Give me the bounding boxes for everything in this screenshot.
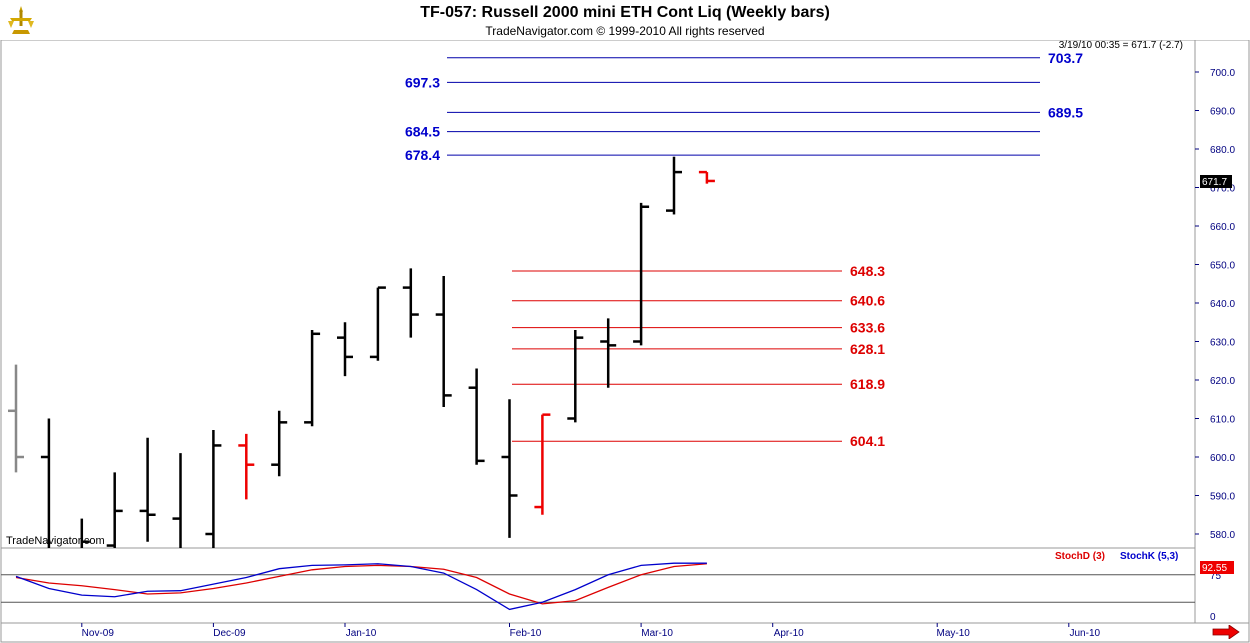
x-tick-label: Nov-09 <box>82 628 115 639</box>
ohlc-bar <box>238 433 255 500</box>
y-tick-label: 690.0 <box>1210 107 1235 118</box>
level-lines: 703.7 697.3 689.5 684.5 678.4 648.3 640.6 633.6… <box>405 50 1083 449</box>
ohlc-bar <box>106 472 123 548</box>
last-price-tag: 671.7 <box>1202 177 1227 188</box>
price-panel-frame <box>0 39 1196 549</box>
ohlc-bar <box>40 418 51 548</box>
scroll-right-arrow-icon[interactable] <box>1212 625 1240 639</box>
level-label: 697.3 <box>405 74 440 90</box>
quote-readout: 3/19/10 00:35 = 671.7 (-2.7) <box>1059 40 1183 51</box>
stoch-last-tag: 92.55 <box>1202 563 1227 574</box>
y-tick-label: 580.0 <box>1210 530 1235 541</box>
ohlc-bar <box>435 276 452 407</box>
x-tick-label: Apr-10 <box>774 628 804 639</box>
y-tick-label: 650.0 <box>1210 261 1235 272</box>
stoch-panel: 0 75 <box>1 562 1222 623</box>
right-axis-area <box>1194 39 1250 624</box>
y-tick-label: 670.0 <box>1210 184 1235 195</box>
level-label: 684.5 <box>405 124 440 140</box>
x-tick-label: Mar-10 <box>641 628 673 639</box>
y-tick-label: 590.0 <box>1210 492 1235 503</box>
stoch-k-legend: StochK (5,3) <box>1120 551 1178 562</box>
ohlc-bar <box>205 430 222 548</box>
ohlc-bar <box>402 268 419 338</box>
x-axis: Nov-09 Dec-09 Jan-10 Feb-10 Mar-10 Apr-10 May-… <box>81 623 1101 639</box>
y-tick-label: 610.0 <box>1210 415 1235 426</box>
x-tick-label: Jun-10 <box>1070 628 1101 639</box>
title-bar: TF-057: Russell 2000 mini ETH Cont Liq (… <box>0 0 1250 40</box>
ohlc-bar <box>600 318 617 388</box>
stoch-tick-label: 0 <box>1210 612 1216 623</box>
level-label: 628.1 <box>850 341 885 357</box>
trade-navigator-logo-icon <box>8 6 34 34</box>
y-tick-label: 620.0 <box>1210 376 1235 387</box>
stoch-panel-frame <box>0 547 1196 624</box>
y-tick-label: 630.0 <box>1210 338 1235 349</box>
ohlc-bar <box>172 453 182 548</box>
time-axis-area <box>0 622 1250 643</box>
ohlc-bar <box>8 364 24 473</box>
y-tick-label: 600.0 <box>1210 453 1235 464</box>
x-tick-label: Dec-09 <box>213 628 246 639</box>
y-tick-label: 700.0 <box>1210 68 1235 79</box>
y-tick-label: 640.0 <box>1210 299 1235 310</box>
chart-subtitle: TradeNavigator.com © 1999-2010 All right… <box>485 24 765 38</box>
ohlc-bar <box>271 410 288 477</box>
ohlc-bar <box>501 399 518 538</box>
ohlc-bar <box>304 329 321 427</box>
chart-title: TF-057: Russell 2000 mini ETH Cont Liq (… <box>420 4 830 21</box>
ohlc-bar <box>468 368 485 465</box>
stoch-d-line <box>15 563 707 605</box>
stoch-tick-label: 75 <box>1210 571 1222 582</box>
level-label: 633.6 <box>850 320 885 336</box>
ohlc-bar <box>139 437 156 542</box>
y-tick-label: 680.0 <box>1210 145 1235 156</box>
ohlc-bar <box>666 156 682 215</box>
ohlc-bar <box>698 170 715 184</box>
y-tick-label: 660.0 <box>1210 222 1235 233</box>
ohlc-bar <box>567 329 584 423</box>
stoch-last-tag-bg <box>1200 561 1234 574</box>
level-label: 689.5 <box>1048 104 1083 120</box>
x-tick-label: Feb-10 <box>510 628 542 639</box>
y-axis: 580.0 590.0 600.0 610.0 620.0 630.0 640.0 650.0… <box>1195 68 1235 541</box>
ohlc-bar <box>633 202 650 346</box>
ohlc-bar <box>534 413 551 515</box>
level-label: 640.6 <box>850 293 885 309</box>
level-label: 648.3 <box>850 263 885 279</box>
watermark: TradeNavigator.com <box>6 535 105 547</box>
stoch-k-line <box>15 562 707 611</box>
x-tick-label: Jan-10 <box>346 628 377 639</box>
last-price-tag-bg <box>1200 175 1232 188</box>
ohlc-bar <box>80 518 90 548</box>
level-label: 604.1 <box>850 433 885 449</box>
price-bars <box>8 156 715 548</box>
level-label: 618.9 <box>850 376 885 392</box>
x-tick-label: May-10 <box>937 628 971 639</box>
level-label: 678.4 <box>405 147 440 163</box>
level-label: 703.7 <box>1048 50 1083 66</box>
stoch-d-legend: StochD (3) <box>1055 551 1105 562</box>
ohlc-bar <box>369 286 386 361</box>
ohlc-bar <box>337 322 353 377</box>
